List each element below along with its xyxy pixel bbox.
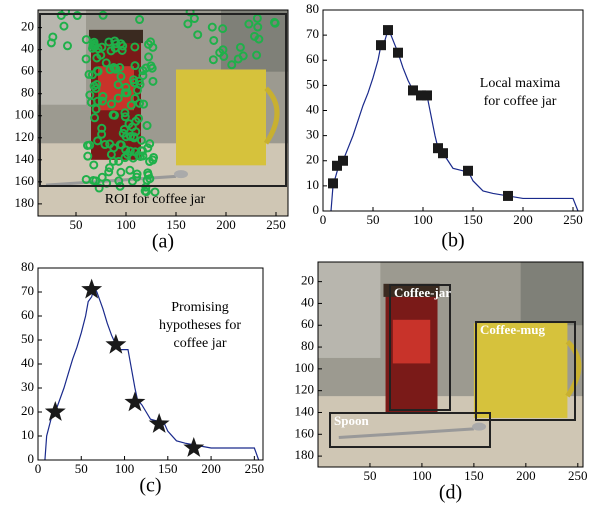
- y-tick-label: 180: [295, 447, 315, 462]
- y-tick-label: 60: [21, 63, 34, 78]
- marker: [438, 148, 448, 158]
- x-tick-label: 100: [116, 217, 136, 232]
- axes-frame: [323, 10, 583, 211]
- photo-region: [472, 423, 486, 431]
- marker: [503, 191, 513, 201]
- box-label: Coffee-mug: [480, 322, 545, 337]
- photo-region: [474, 323, 568, 418]
- marker: [383, 25, 393, 35]
- x-tick-label: 50: [70, 217, 83, 232]
- photo: [297, 238, 589, 500]
- y-tick-label: 160: [295, 425, 315, 440]
- photo-region: [521, 238, 589, 325]
- y-tick-label: 140: [295, 403, 315, 418]
- x-tick-label: 100: [115, 461, 135, 476]
- marker: [105, 334, 126, 354]
- x-tick-label: 150: [463, 212, 483, 227]
- x-tick-label: 200: [216, 217, 236, 232]
- x-tick-label: 200: [513, 212, 533, 227]
- roi-caption: ROI for coffee jar: [105, 192, 206, 207]
- y-tick-label: 80: [301, 338, 314, 353]
- marker: [328, 178, 338, 188]
- y-tick-label: 40: [301, 294, 314, 309]
- x-tick-label: 100: [413, 212, 433, 227]
- y-tick-label: 140: [15, 151, 35, 166]
- marker: [376, 40, 386, 50]
- y-tick-label: 0: [313, 202, 320, 217]
- y-tick-label: 80: [306, 1, 319, 16]
- box-label: Coffee-jar: [394, 285, 451, 300]
- y-tick-label: 30: [306, 127, 319, 142]
- y-tick-label: 80: [21, 259, 34, 274]
- marker: [463, 166, 473, 176]
- annotation: coffee jar: [174, 336, 227, 351]
- y-tick-label: 120: [15, 129, 35, 144]
- y-tick-label: 100: [295, 360, 315, 375]
- y-tick-label: 60: [21, 307, 34, 322]
- x-tick-label: 50: [75, 461, 88, 476]
- x-tick-label: 50: [363, 468, 376, 483]
- y-tick-label: 10: [306, 177, 319, 192]
- marker: [124, 391, 145, 411]
- x-tick-label: 250: [568, 468, 588, 483]
- x-tick-label: 50: [367, 212, 380, 227]
- y-tick-label: 30: [21, 379, 34, 394]
- y-tick-label: 70: [306, 26, 319, 41]
- y-tick-label: 20: [301, 273, 314, 288]
- curve: [331, 30, 578, 211]
- y-tick-label: 40: [21, 41, 34, 56]
- y-tick-label: 160: [15, 173, 35, 188]
- x-tick-label: 250: [563, 212, 583, 227]
- x-tick-label: 250: [266, 217, 286, 232]
- marker: [393, 48, 403, 58]
- annotation: for coffee jar: [484, 94, 557, 109]
- x-tick-label: 0: [35, 461, 42, 476]
- marker: [338, 156, 348, 166]
- panel-label: (a): [152, 231, 174, 253]
- marker: [422, 90, 432, 100]
- x-tick-label: 200: [201, 461, 221, 476]
- figure: ROI for coffee jar5010015020025020406080…: [0, 0, 589, 511]
- y-tick-label: 0: [28, 451, 35, 466]
- y-tick-label: 50: [306, 76, 319, 91]
- y-tick-label: 40: [306, 101, 319, 116]
- x-tick-label: 0: [320, 212, 327, 227]
- y-tick-label: 50: [21, 331, 34, 346]
- photo: [6, 0, 326, 248]
- y-tick-label: 20: [21, 403, 34, 418]
- annotation: hypotheses for: [159, 318, 241, 333]
- y-tick-label: 180: [15, 195, 35, 210]
- y-tick-label: 80: [21, 85, 34, 100]
- y-tick-label: 70: [21, 283, 34, 298]
- annotation: Local maxima: [480, 76, 561, 91]
- photo-region: [393, 320, 430, 364]
- y-tick-label: 60: [301, 316, 314, 331]
- y-tick-label: 10: [21, 427, 34, 442]
- y-tick-label: 100: [15, 107, 35, 122]
- box-label: Spoon: [334, 413, 369, 428]
- marker: [183, 437, 204, 457]
- y-tick-label: 120: [295, 382, 315, 397]
- annotation: Promising: [171, 300, 229, 315]
- marker: [149, 413, 170, 433]
- photo-region: [176, 69, 266, 165]
- x-tick-label: 200: [516, 468, 536, 483]
- photo-region: [174, 170, 188, 178]
- x-tick-label: 100: [412, 468, 432, 483]
- y-tick-label: 40: [21, 355, 34, 370]
- y-tick-label: 20: [306, 152, 319, 167]
- panel-label: (b): [441, 230, 464, 252]
- y-tick-label: 20: [21, 19, 34, 34]
- panel-label: (d): [439, 482, 462, 504]
- x-tick-label: 150: [464, 468, 484, 483]
- marker: [45, 401, 66, 421]
- panel-label: (c): [139, 475, 161, 497]
- y-tick-label: 60: [306, 51, 319, 66]
- x-tick-label: 250: [245, 461, 265, 476]
